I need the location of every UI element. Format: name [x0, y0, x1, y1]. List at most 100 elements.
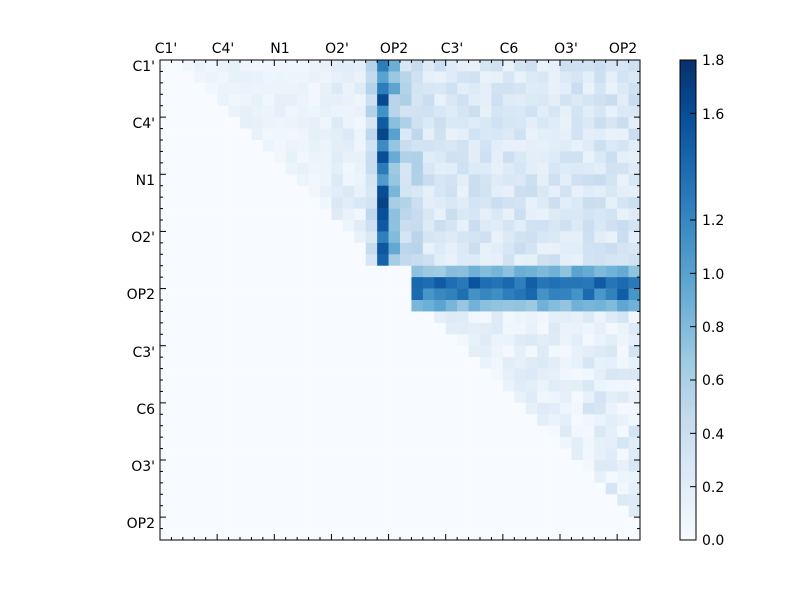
heatmap-cell [354, 105, 367, 118]
heatmap-cell [537, 482, 549, 495]
heatmap-cell [571, 345, 584, 358]
heatmap-cell [457, 414, 469, 427]
heatmap-cell [560, 494, 572, 507]
heatmap-cell [491, 185, 504, 198]
heatmap-cell [480, 208, 492, 221]
heatmap-cell [342, 220, 355, 232]
heatmap-cell [480, 220, 492, 232]
heatmap-cell [628, 311, 641, 324]
heatmap-cell [480, 437, 492, 449]
heatmap-cell [354, 117, 367, 129]
heatmap-cell [194, 197, 207, 209]
heatmap-cell [331, 208, 344, 221]
heatmap-cell [365, 425, 378, 438]
heatmap-cell [537, 460, 549, 472]
heatmap-cell [594, 82, 607, 95]
heatmap-cell [228, 288, 241, 301]
heatmap-cell [594, 71, 607, 84]
heatmap-cell [434, 357, 447, 369]
heatmap-cell [434, 311, 447, 324]
heatmap-cell [320, 334, 332, 347]
heatmap-cell [617, 391, 629, 404]
heatmap-cell [160, 311, 172, 324]
heatmap-cell [445, 288, 458, 301]
heatmap-cell [240, 528, 252, 541]
heatmap-cell [605, 174, 618, 187]
heatmap-cell [160, 448, 172, 461]
heatmap-cell [605, 517, 618, 529]
heatmap-cell [525, 368, 538, 381]
heatmap-cell [605, 460, 618, 472]
heatmap-cell [354, 334, 367, 347]
heatmap-cell [617, 528, 629, 541]
heatmap-cell [342, 117, 355, 129]
heatmap-cell [434, 414, 447, 427]
heatmap-cell [525, 311, 538, 324]
heatmap-cell [445, 368, 458, 381]
heatmap-cell [354, 174, 367, 187]
heatmap-cell [582, 265, 595, 278]
heatmap-cell [445, 151, 458, 164]
heatmap-cell [400, 311, 412, 324]
heatmap-cell [560, 94, 572, 107]
heatmap-cell [274, 345, 287, 358]
heatmap-cell [548, 185, 561, 198]
heatmap-cell [365, 231, 378, 244]
heatmap-cell [308, 82, 321, 95]
heatmap-cell [274, 368, 287, 381]
heatmap-cell [502, 357, 515, 369]
heatmap-cell [571, 322, 584, 335]
heatmap-cell [388, 460, 401, 472]
heatmap-cell [274, 391, 287, 404]
heatmap-cell [457, 151, 469, 164]
heatmap-cell [274, 208, 287, 221]
heatmap-cell [400, 60, 412, 72]
heatmap-cell [582, 391, 595, 404]
heatmap-cell [502, 60, 515, 72]
heatmap-cell [525, 82, 538, 95]
heatmap-cell [502, 300, 515, 312]
heatmap-cell [457, 242, 469, 255]
heatmap-cell [205, 494, 218, 507]
heatmap-cell [628, 517, 641, 529]
heatmap-cell [365, 334, 378, 347]
heatmap-cell [411, 345, 424, 358]
heatmap-cell [594, 162, 607, 175]
heatmap-cell [251, 322, 264, 335]
heatmap-cell [617, 105, 629, 118]
heatmap-cell [537, 391, 549, 404]
heatmap-cell [582, 151, 595, 164]
heatmap-cell [514, 345, 527, 358]
heatmap-cell [320, 448, 332, 461]
heatmap-cell [468, 402, 481, 415]
heatmap-cell [228, 471, 241, 484]
heatmap-cell [560, 322, 572, 335]
heatmap-cell [228, 380, 241, 392]
heatmap-cell [514, 414, 527, 427]
heatmap-cell [422, 254, 435, 267]
heatmap-cell [217, 402, 229, 415]
heatmap-cell [205, 254, 218, 267]
heatmap-cell [537, 254, 549, 267]
heatmap-cell [194, 71, 207, 84]
heatmap-cell [217, 220, 229, 232]
heatmap-cell [285, 288, 298, 301]
heatmap-cell [422, 162, 435, 175]
heatmap-cell [628, 402, 641, 415]
heatmap-cell [411, 231, 424, 244]
heatmap-cell [194, 231, 207, 244]
heatmap-cell [365, 437, 378, 449]
heatmap-cell [274, 300, 287, 312]
heatmap-cell [342, 71, 355, 84]
heatmap-cell [468, 174, 481, 187]
heatmap-cell [502, 517, 515, 529]
heatmap-cell [228, 242, 241, 255]
heatmap-cell [537, 345, 549, 358]
heatmap-cell [502, 128, 515, 141]
heatmap-cell [182, 60, 195, 72]
heatmap-cell [342, 322, 355, 335]
heatmap-cell [182, 448, 195, 461]
heatmap-cell [342, 482, 355, 495]
heatmap-cell [205, 288, 218, 301]
heatmap-cell [331, 402, 344, 415]
